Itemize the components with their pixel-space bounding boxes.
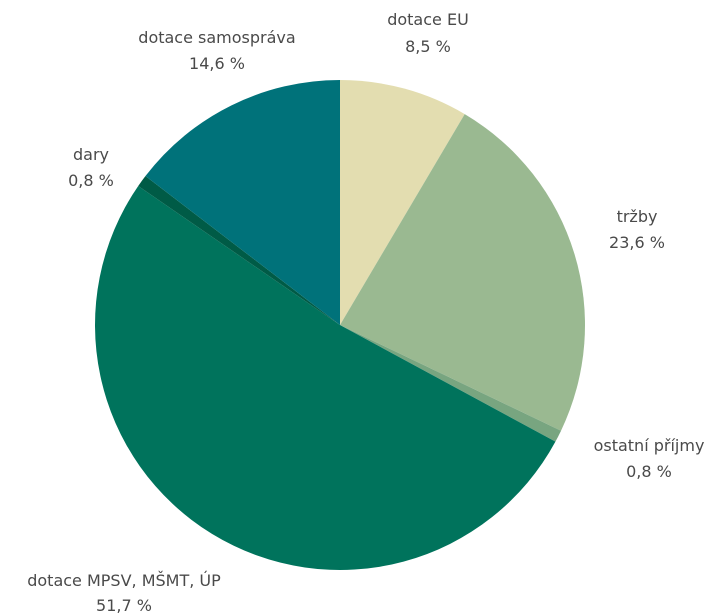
pie-slice-trzby [340, 114, 585, 431]
label-dotace-samosprava: dotace samospráva 14,6 % [138, 28, 295, 73]
label-ostatni-prijmy-value: 0,8 % [626, 462, 672, 481]
label-dary-value: 0,8 % [68, 171, 114, 190]
label-dotace-eu: dotace EU 8,5 % [387, 10, 469, 56]
label-dotace-mpsv: dotace MPSV, MŠMT, ÚP 51,7 % [27, 571, 221, 615]
label-trzby-value: 23,6 % [609, 233, 665, 252]
label-ostatni-prijmy-name: ostatní příjmy [594, 436, 705, 455]
pie-slice-dary [138, 176, 340, 325]
pie-slice-dotace-mpsv-msmt-up [95, 186, 556, 570]
pie-slice-dotace-eu [340, 80, 465, 325]
label-dotace-eu-value: 8,5 % [405, 37, 451, 56]
pie-slice-ostatni-prijmy [340, 325, 562, 442]
label-trzby-name: tržby [617, 207, 658, 226]
pie-slices [95, 80, 585, 570]
label-dary: dary 0,8 % [68, 145, 114, 190]
label-ostatni-prijmy: ostatní příjmy 0,8 % [594, 436, 705, 481]
pie-slice-dotace-samosprava [145, 80, 340, 325]
label-dotace-eu-name: dotace EU [387, 10, 469, 29]
label-dotace-mpsv-name: dotace MPSV, MŠMT, ÚP [27, 571, 221, 590]
label-dotace-samosprava-name: dotace samospráva [138, 28, 295, 47]
label-dotace-samosprava-value: 14,6 % [189, 54, 245, 73]
label-dotace-mpsv-value: 51,7 % [96, 596, 152, 615]
label-trzby: tržby 23,6 % [609, 207, 665, 252]
label-dary-name: dary [73, 145, 109, 164]
